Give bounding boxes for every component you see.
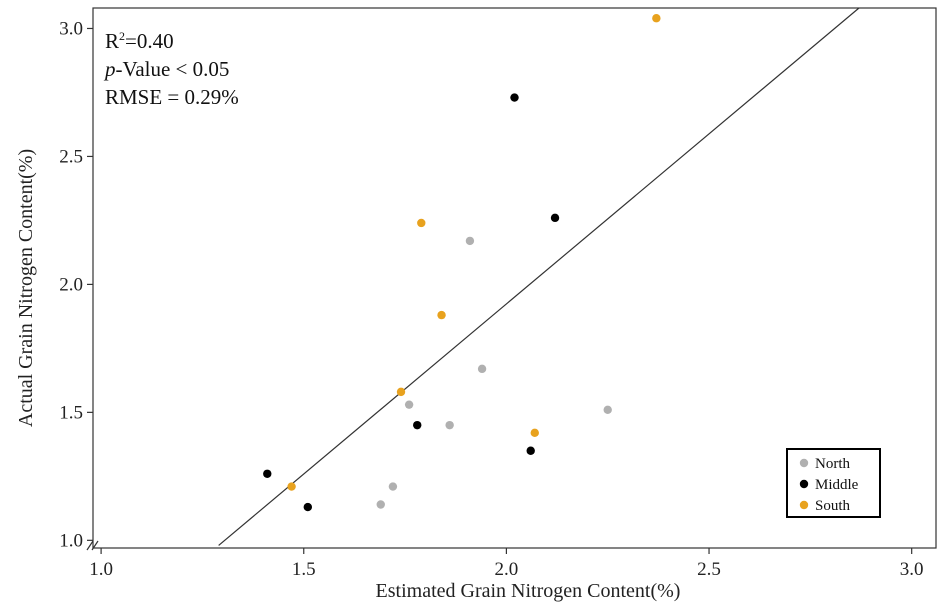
point-north [404, 400, 414, 409]
y-tick-label: 2.0 [59, 274, 83, 295]
point-middle [303, 502, 313, 512]
point-south [530, 428, 539, 438]
x-tick-label: 1.5 [292, 559, 316, 580]
data-points [263, 14, 661, 512]
regression-line [218, 7, 860, 546]
y-tick-label: 3.0 [59, 18, 83, 39]
point-north [603, 405, 612, 415]
point-south [652, 14, 661, 23]
legend-label-middle: Middle [815, 477, 859, 493]
x-tick-label: 3.0 [900, 559, 924, 580]
p-value-text: p-Value < 0.05 [103, 57, 229, 81]
y-axis-title: Actual Grain Nitrogen Content(%) [15, 149, 37, 427]
point-south [396, 387, 406, 397]
point-south [287, 482, 296, 491]
y-tick-label: 1.0 [59, 530, 83, 551]
stats-annotation: R2=0.40 p-Value < 0.05 RMSE = 0.29% [103, 29, 239, 109]
legend-marker-north [799, 458, 809, 468]
point-middle [526, 446, 535, 455]
y-axis-ticks: 1.0 1.5 2.0 2.5 3.0 [59, 18, 93, 551]
rmse-text: RMSE = 0.29% [105, 85, 239, 109]
point-north [388, 482, 398, 491]
x-tick-label: 2.5 [697, 559, 721, 580]
legend-marker-middle [799, 479, 809, 489]
x-tick-label: 2.0 [495, 559, 519, 580]
point-middle [510, 93, 519, 102]
x-axis-ticks: 1.0 1.5 2.0 2.5 3.0 [89, 548, 924, 580]
y-tick-label: 2.5 [59, 146, 83, 167]
point-south [437, 310, 446, 320]
axis-break-mark [86, 540, 99, 551]
legend-label-north: North [815, 456, 850, 472]
x-axis-title: Estimated Grain Nitrogen Content(%) [376, 580, 681, 602]
x-tick-label: 1.0 [89, 559, 113, 580]
y-tick-label: 1.5 [59, 402, 83, 423]
point-north [445, 420, 454, 430]
legend: North Middle South [786, 448, 881, 518]
point-middle [263, 469, 272, 478]
legend-label-south: South [815, 498, 851, 514]
point-north [465, 236, 475, 246]
point-north [376, 500, 385, 509]
legend-marker-south [799, 500, 809, 510]
point-north [477, 364, 487, 374]
point-middle [413, 420, 422, 430]
r2-text: R2=0.40 [105, 29, 174, 53]
point-south [417, 218, 426, 228]
plot-frame [92, 7, 937, 549]
point-middle [550, 213, 560, 223]
